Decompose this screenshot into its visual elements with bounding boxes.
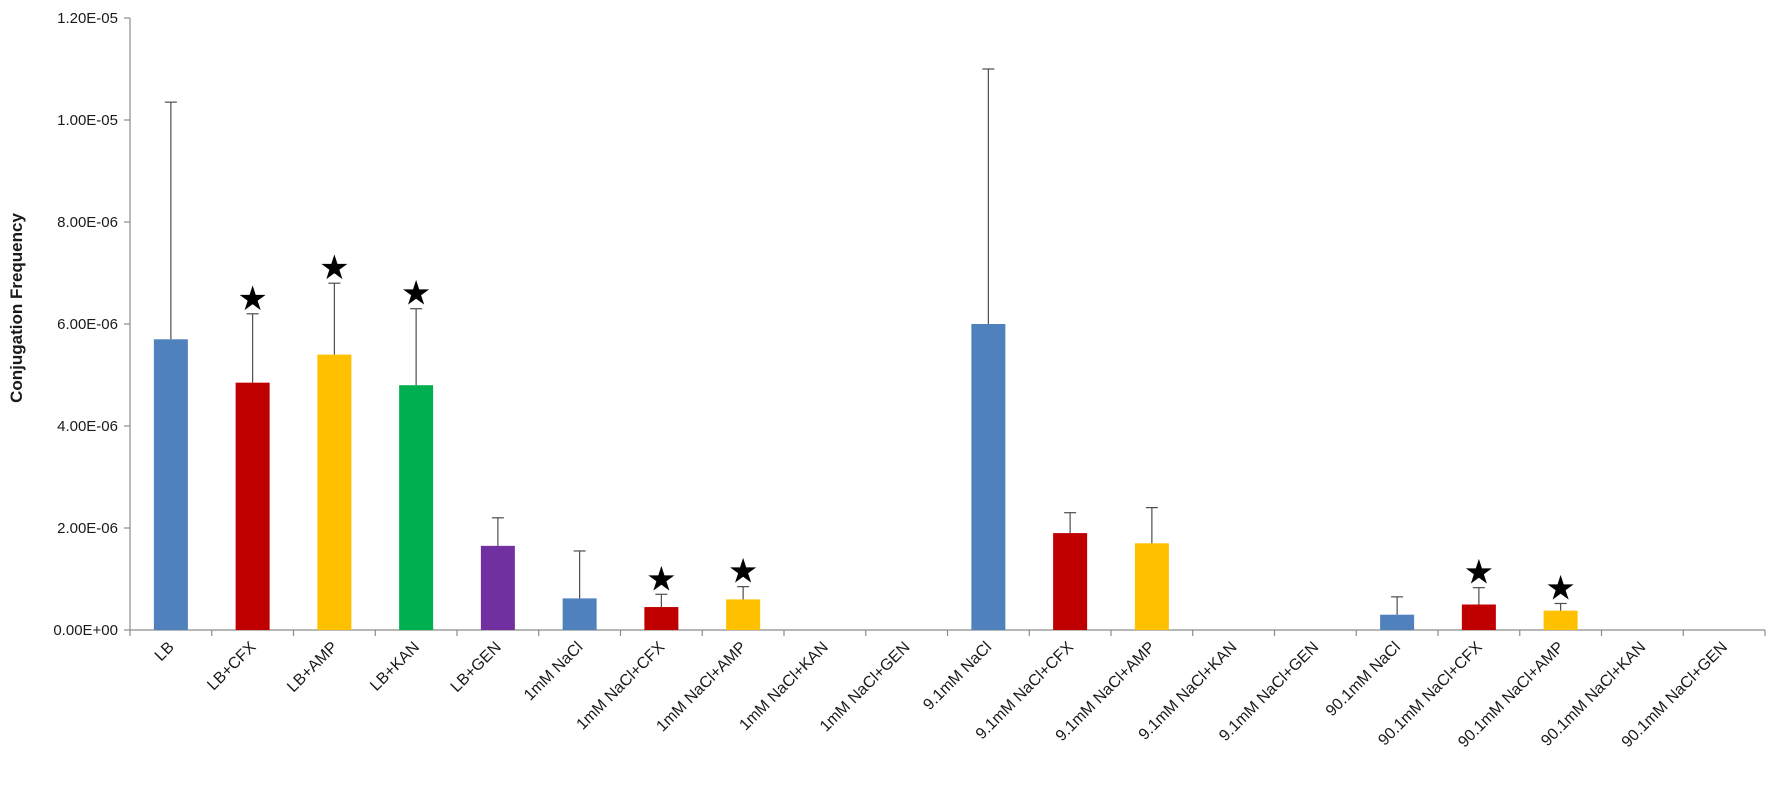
bar: [644, 607, 679, 630]
y-tick-label: 0.00E+00: [53, 622, 118, 639]
y-tick-label: 1.00E-05: [57, 112, 118, 129]
x-tick-label: 90.1mM NaCl: [1323, 639, 1404, 720]
significance-star: ★: [237, 280, 267, 318]
bar: [1053, 533, 1088, 630]
bars: [153, 324, 1578, 630]
bar: [1461, 604, 1496, 630]
bar: [971, 324, 1006, 630]
y-tick-label: 2.00E-06: [57, 520, 118, 537]
y-tick-label: 1.20E-05: [57, 10, 118, 27]
x-tick-label: LB+KAN: [367, 639, 423, 695]
significance-star: ★: [1464, 554, 1494, 592]
bar: [399, 385, 434, 630]
bar: [1380, 614, 1415, 630]
y-tick-label: 6.00E-06: [57, 316, 118, 333]
x-tick-label: 1mM NaCl: [521, 639, 586, 704]
x-tick-label: LB+GEN: [448, 639, 505, 696]
significance-star: ★: [646, 560, 676, 598]
x-tick-label: LB+CFX: [204, 639, 259, 694]
bar: [153, 339, 188, 630]
x-tick-label: LB: [152, 639, 178, 665]
x-tick-label: 1mM NaCl+KAN: [736, 639, 831, 734]
error-bars: [164, 68, 1567, 615]
bar: [562, 598, 597, 630]
x-tick-label: 1mM NaCl+CFX: [574, 639, 669, 734]
x-tick-label: 1mM NaCl+AMP: [653, 639, 750, 736]
significance-star: ★: [401, 275, 431, 313]
significance-star: ★: [1545, 569, 1575, 607]
y-axis-title: Conjugation Frequency: [7, 213, 26, 403]
significance-star: ★: [319, 249, 349, 287]
bar: [726, 599, 761, 630]
bar: [235, 382, 270, 630]
x-tick-label: 1mM NaCl+GEN: [817, 639, 914, 736]
bar: [480, 545, 515, 630]
y-axis: 0.00E+00 2.00E-06 4.00E-06 6.00E-06 8.00E-06…: [53, 10, 131, 639]
bar: [317, 354, 352, 630]
x-tick-label: LB+AMP: [284, 639, 341, 696]
y-tick-label: 8.00E-06: [57, 214, 118, 231]
bar: [1134, 543, 1169, 630]
x-tick-label: 9.1mM NaCl: [920, 639, 995, 714]
y-tick-label: 4.00E-06: [57, 418, 118, 435]
significance-stars: ★ ★ ★ ★ ★ ★ ★: [237, 249, 1575, 607]
significance-star: ★: [728, 553, 758, 591]
bar: [1543, 610, 1578, 630]
